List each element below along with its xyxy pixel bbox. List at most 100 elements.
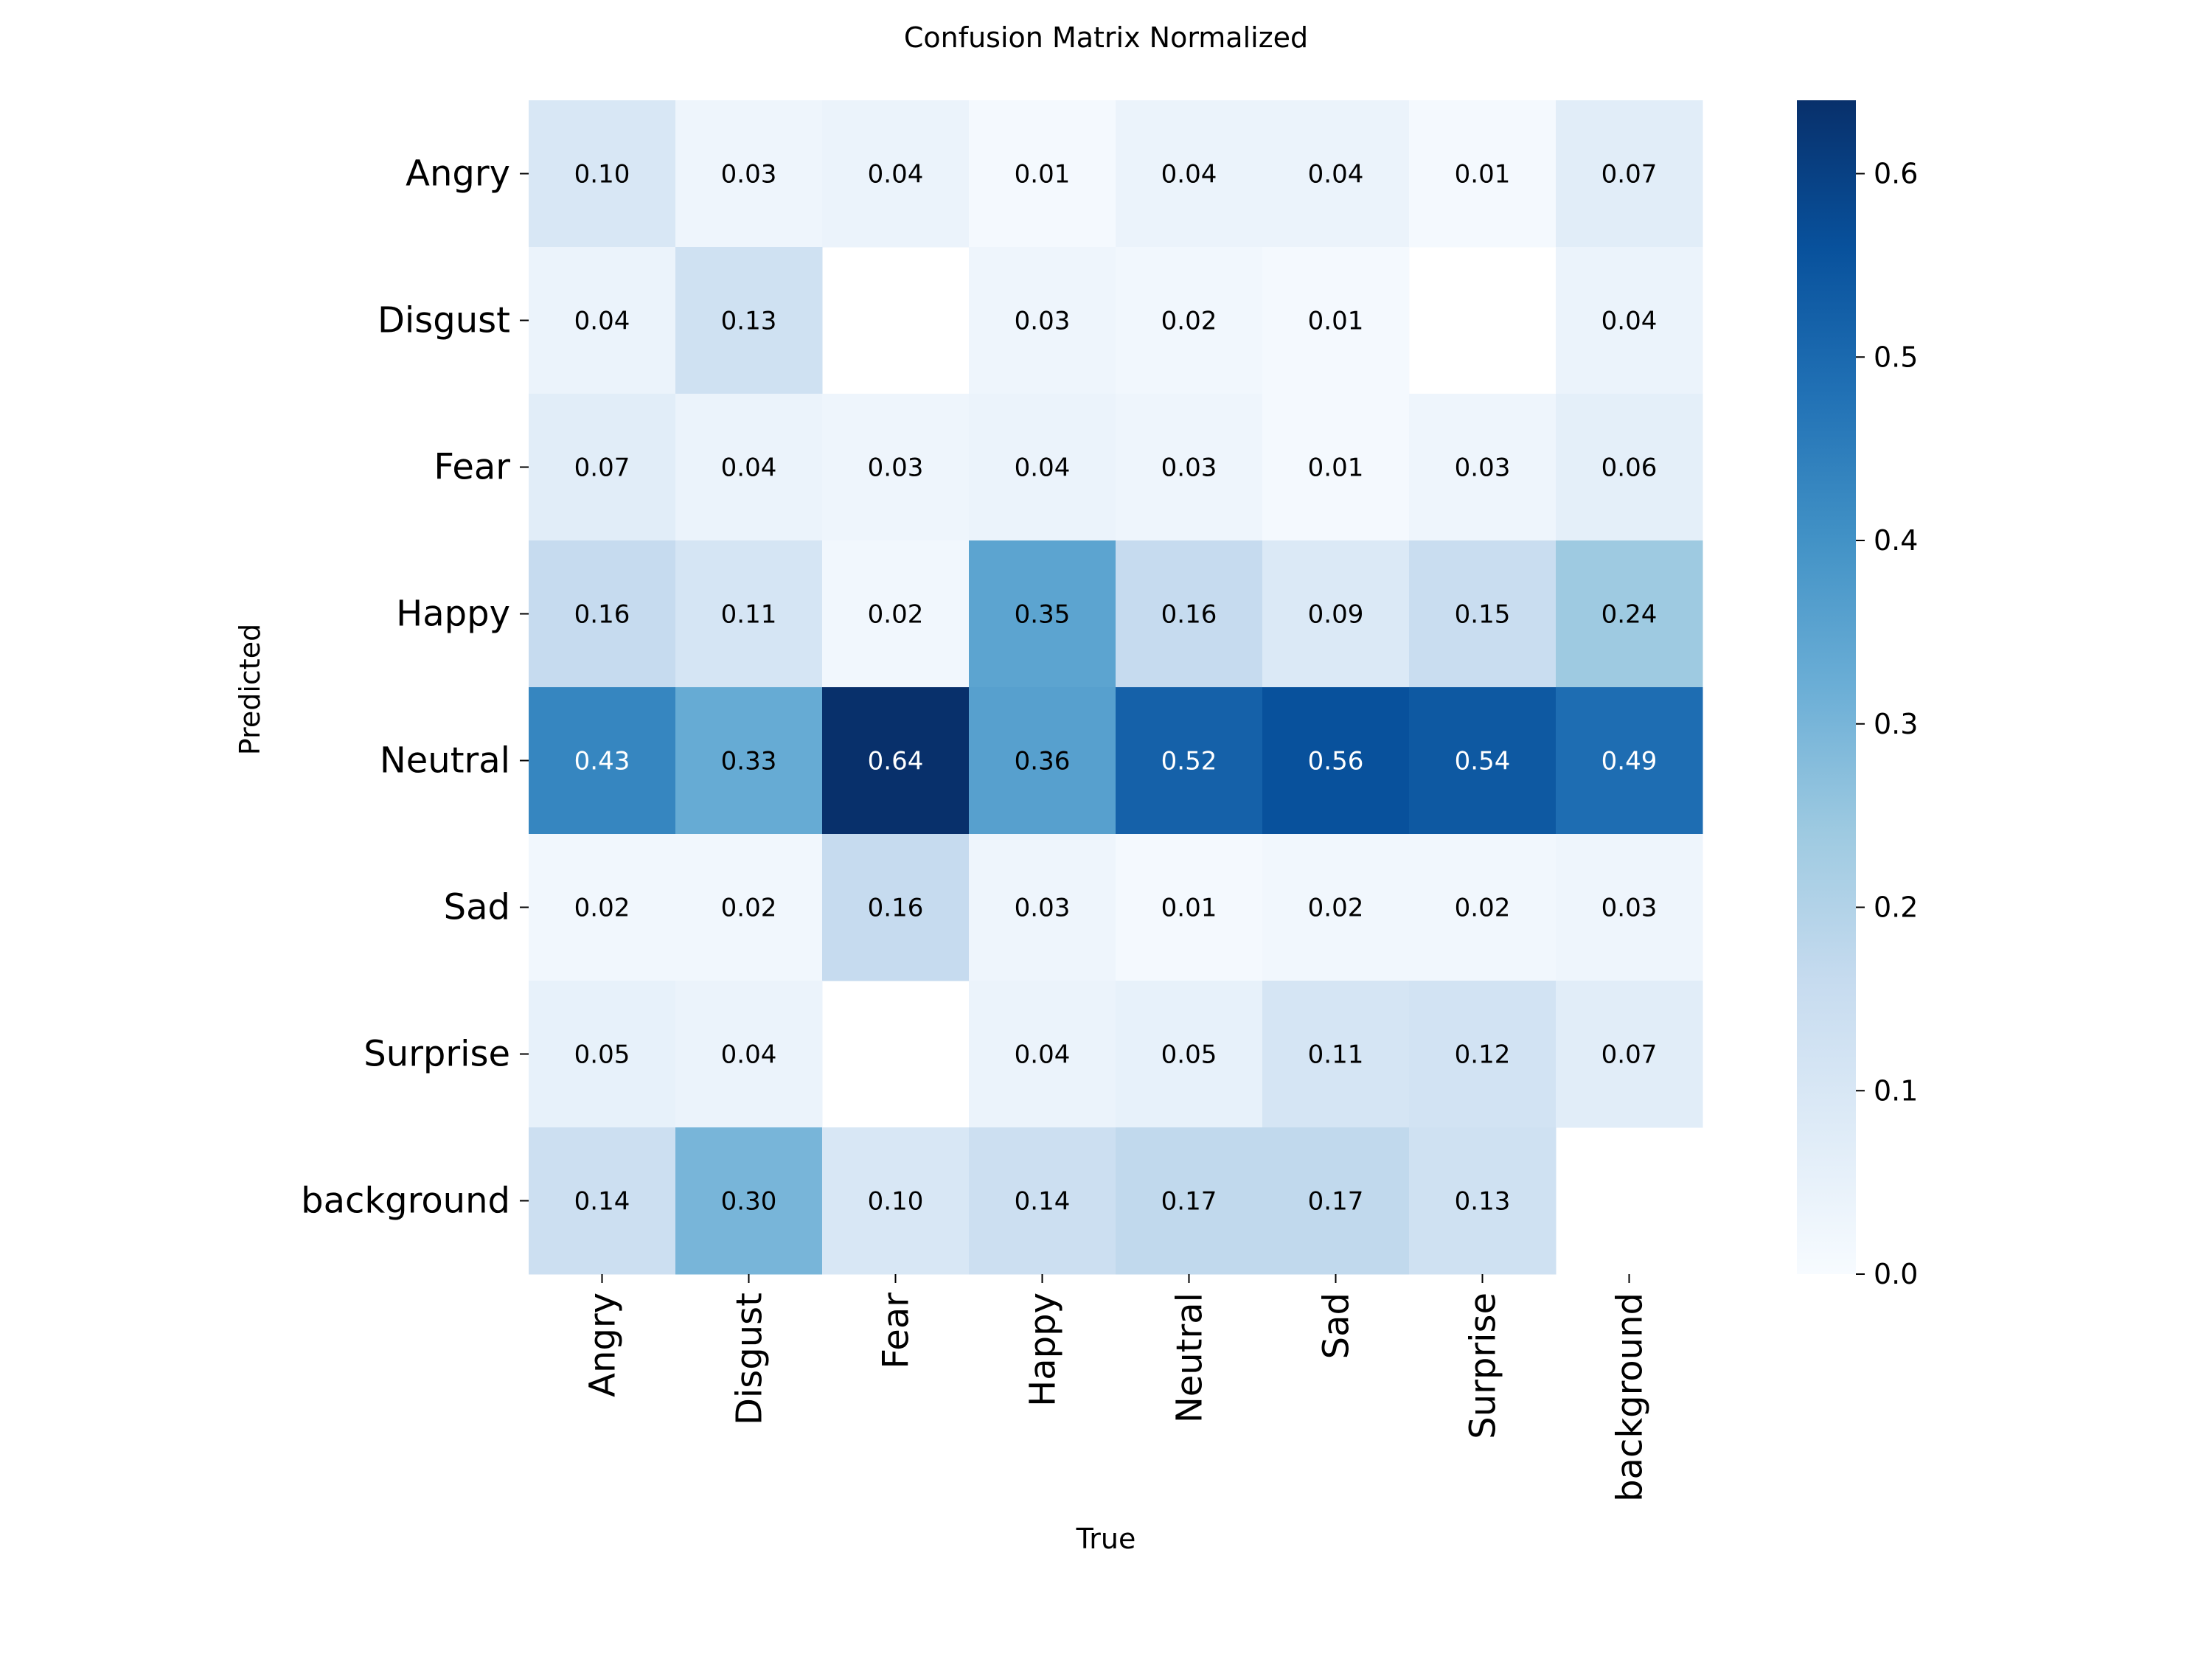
cell-value-label: 0.14 <box>574 1187 630 1217</box>
y-tick-label: background <box>301 1180 510 1222</box>
heatmap-cell <box>675 540 823 688</box>
cell-value-label: 0.17 <box>1161 1187 1217 1217</box>
cell-value-label: 0.04 <box>1015 1040 1071 1070</box>
heatmap-cell <box>1116 100 1263 248</box>
heatmap-cell <box>969 687 1116 835</box>
colorbar-tick-label: 0.6 <box>1874 158 1918 190</box>
cell-value-label: 0.06 <box>1601 453 1658 483</box>
heatmap-cell <box>1116 981 1263 1128</box>
heatmap-cells <box>529 100 1703 1275</box>
cell-value-label: 0.07 <box>1601 1040 1658 1070</box>
cell-value-label: 0.52 <box>1161 747 1217 776</box>
heatmap-cell <box>1556 834 1703 981</box>
y-axis-ticks: Angry Disgust Fear Happy Neutral Sad Surprise b… <box>301 153 529 1222</box>
heatmap-cell <box>1556 394 1703 541</box>
heatmap-cell <box>1409 1127 1557 1275</box>
cell-value-label: 0.16 <box>574 600 630 630</box>
colorbar-tick-label: 0.3 <box>1874 708 1918 740</box>
heatmap-cell <box>1556 981 1703 1128</box>
cell-value-label: 0.14 <box>1015 1187 1071 1217</box>
heatmap-cell <box>969 1127 1116 1275</box>
cell-value-label: 0.01 <box>1308 453 1364 483</box>
heatmap-cell <box>969 981 1116 1128</box>
chart-title: Confusion Matrix Normalized <box>904 21 1308 54</box>
heatmap-cell <box>1556 687 1703 835</box>
heatmap-cell <box>1409 100 1557 248</box>
cell-value-label: 0.01 <box>1308 307 1364 336</box>
cell-value-label: 0.02 <box>574 894 630 923</box>
cell-value-label: 0.09 <box>1308 600 1364 630</box>
heatmap-cell <box>529 100 676 248</box>
heatmap-cell <box>1116 1127 1263 1275</box>
heatmap-cell <box>1409 540 1557 688</box>
cell-value-label: 0.05 <box>1161 1040 1217 1070</box>
heatmap-cell <box>822 394 970 541</box>
cell-value-label: 0.54 <box>1455 747 1511 776</box>
heatmap-cell <box>822 834 970 981</box>
heatmap-cell <box>969 540 1116 688</box>
x-tick-label: background <box>1610 1293 1651 1502</box>
cell-value-label: 0.04 <box>1308 160 1364 189</box>
heatmap-cell <box>1116 247 1263 394</box>
heatmap-cell <box>1262 540 1410 688</box>
cell-value-label: 0.04 <box>1161 160 1217 189</box>
heatmap-cell <box>675 1127 823 1275</box>
cell-value-label: 0.02 <box>1308 894 1364 923</box>
cell-value-label: 0.04 <box>1601 307 1658 336</box>
heatmap-cell <box>969 394 1116 541</box>
heatmap-cell <box>675 100 823 248</box>
cell-value-label: 0.35 <box>1015 600 1071 630</box>
cell-value-label: 0.49 <box>1601 747 1658 776</box>
cell-value-label: 0.11 <box>1308 1040 1364 1070</box>
x-tick-label: Sad <box>1316 1293 1357 1359</box>
cell-value-label: 0.13 <box>721 307 777 336</box>
cell-value-label: 0.12 <box>1455 1040 1511 1070</box>
cell-value-label: 0.04 <box>574 307 630 336</box>
heatmap-cell <box>1262 1127 1410 1275</box>
colorbar <box>1797 100 1856 1274</box>
heatmap-cell <box>1556 540 1703 688</box>
heatmap-cell <box>1116 834 1263 981</box>
heatmap-cell <box>969 834 1116 981</box>
x-axis-ticks: Angry Disgust Fear Happy Neutral Sad Surprise b… <box>582 1274 1651 1502</box>
cell-value-label: 0.24 <box>1601 600 1658 630</box>
heatmap-cell <box>529 247 676 394</box>
heatmap-cell <box>1116 394 1263 541</box>
heatmap-cell <box>529 540 676 688</box>
y-tick-label: Neutral <box>380 740 510 782</box>
cell-value-label: 0.02 <box>868 600 924 630</box>
cell-value-label: 0.03 <box>1455 453 1511 483</box>
heatmap-cell <box>675 394 823 541</box>
y-tick-label: Disgust <box>378 300 510 341</box>
heatmap-cell <box>1409 394 1557 541</box>
y-tick-label: Sad <box>444 887 510 928</box>
cell-value-label: 0.03 <box>1015 894 1071 923</box>
heatmap-cell <box>1409 981 1557 1128</box>
cell-value-label: 0.10 <box>574 160 630 189</box>
x-tick-label: Neutral <box>1169 1293 1211 1423</box>
x-tick-label: Fear <box>876 1293 917 1369</box>
cell-value-label: 0.01 <box>1161 894 1217 923</box>
colorbar-tick-label: 0.5 <box>1874 341 1918 373</box>
cell-value-label: 0.01 <box>1455 160 1511 189</box>
heatmap-cell <box>675 687 823 835</box>
x-axis-label: True <box>1076 1523 1136 1555</box>
cell-value-label: 0.03 <box>1161 453 1217 483</box>
cell-labels: 0.10 0.03 0.04 0.01 0.04 0.04 0.01 0.07 0.04 0.13… <box>574 160 1658 1217</box>
colorbar-tick-label: 0.2 <box>1874 891 1918 924</box>
heatmap-cell <box>1556 247 1703 394</box>
heatmap-cell <box>1262 687 1410 835</box>
x-tick-label: Happy <box>1023 1293 1064 1407</box>
heatmap-cell <box>529 834 676 981</box>
heatmap-cell <box>675 834 823 981</box>
colorbar-tick-label: 0.4 <box>1874 524 1918 557</box>
x-tick-label: Surprise <box>1463 1293 1504 1439</box>
cell-value-label: 0.07 <box>574 453 630 483</box>
cell-value-label: 0.02 <box>721 894 777 923</box>
cell-value-label: 0.33 <box>721 747 777 776</box>
cell-value-label: 0.02 <box>1455 894 1511 923</box>
heatmap-cell <box>822 687 970 835</box>
heatmap-cell <box>1262 981 1410 1128</box>
cell-value-label: 0.02 <box>1161 307 1217 336</box>
y-tick-label: Surprise <box>364 1034 510 1075</box>
